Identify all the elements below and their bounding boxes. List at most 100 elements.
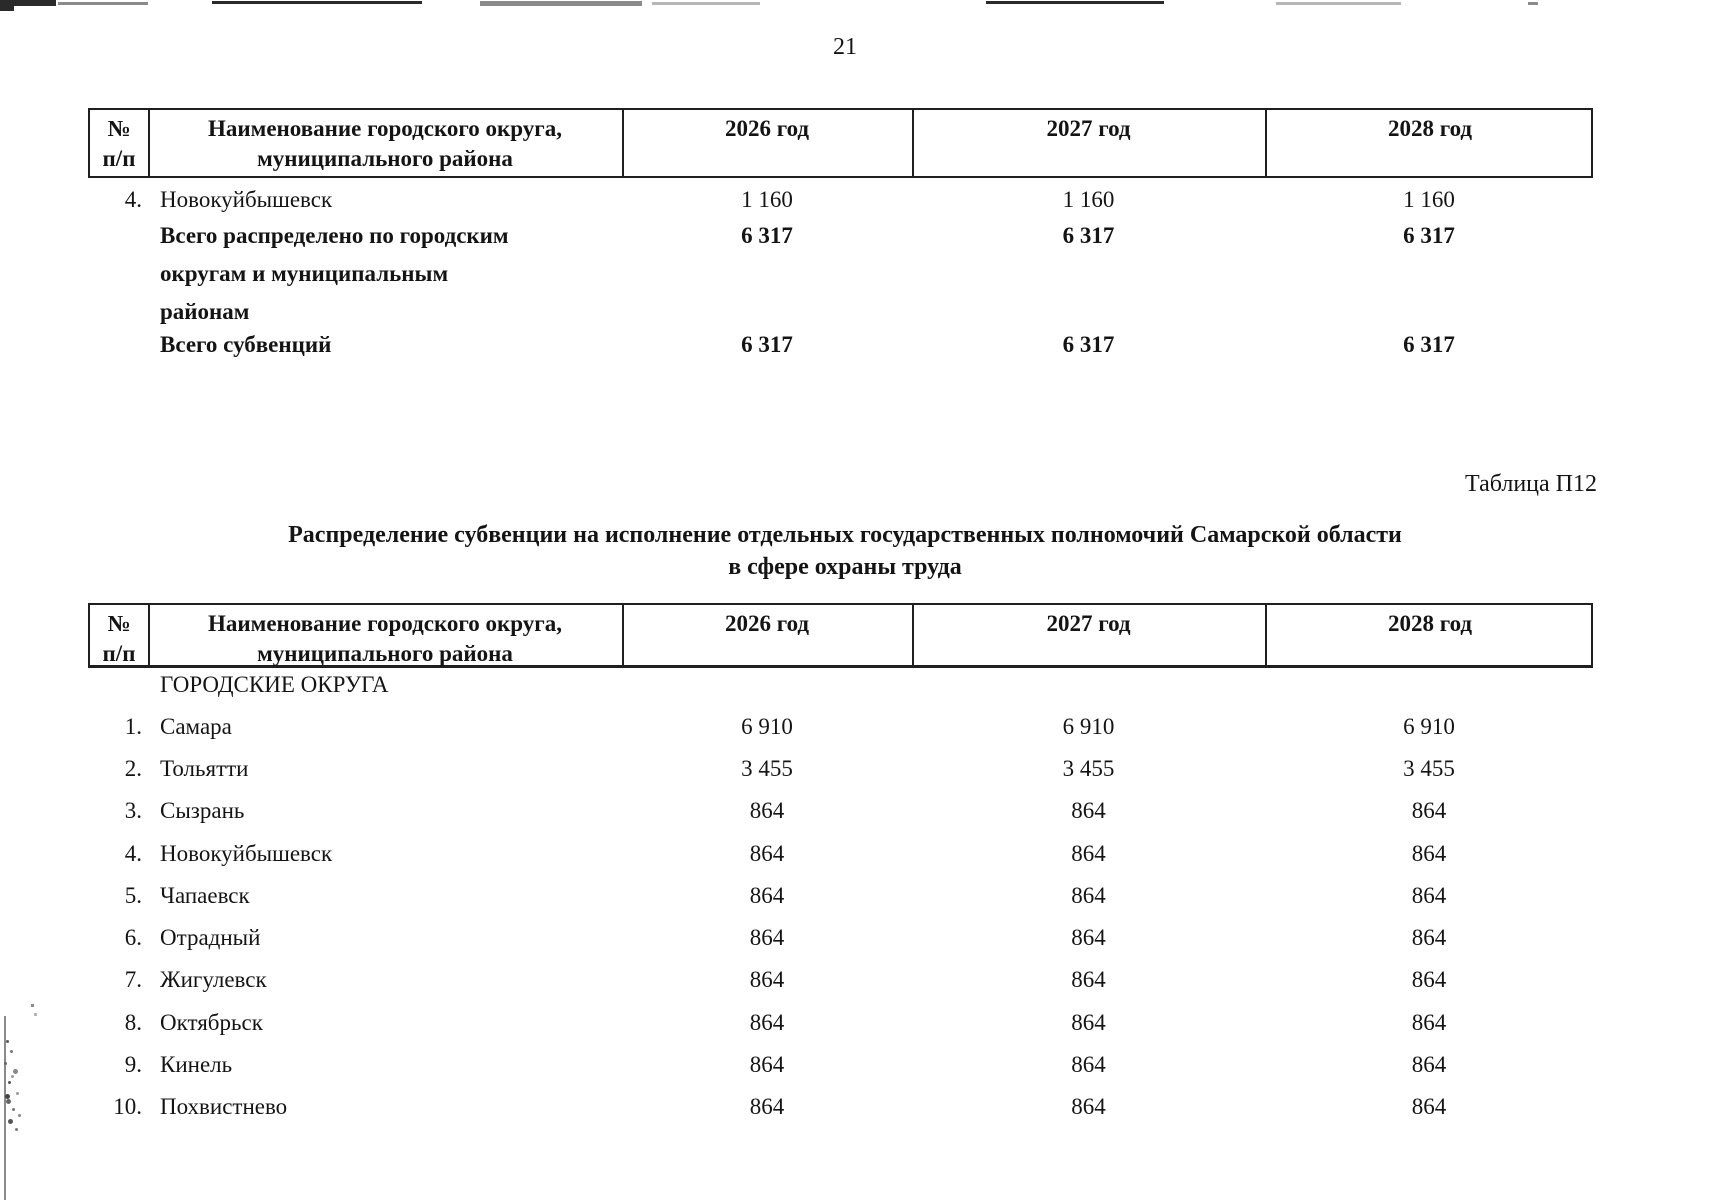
row-value-2026: 3 455 <box>741 756 793 781</box>
row-value-2026: 6 317 <box>741 223 793 248</box>
row-value-2026: 864 <box>749 1094 785 1119</box>
row-name: Самара <box>160 714 232 739</box>
header-cell-year-2026: 2026 год <box>724 116 810 141</box>
row-num: 9. <box>124 1052 142 1077</box>
row-value-2026: 864 <box>749 841 785 866</box>
section-gorodskie-okruga: ГОРОДСКИЕ ОКРУГА <box>160 672 389 697</box>
header-num-line2: п/п <box>102 146 136 171</box>
header-cell-year-2026: 2026 год <box>724 611 810 636</box>
row-num: 1. <box>124 714 142 739</box>
row-value-2028: 864 <box>1411 1010 1447 1035</box>
document-title-line2: в сфере охраны труда <box>728 554 962 580</box>
scan-artifact <box>58 2 148 5</box>
row-value-2028: 1 160 <box>1403 187 1455 212</box>
column-divider <box>1265 110 1267 176</box>
table-row: 9. Кинель 864 864 864 <box>88 1051 1593 1081</box>
row-num: 10. <box>113 1094 142 1119</box>
row-value-2028: 864 <box>1411 1052 1447 1077</box>
table-row-total-distributed-wrap: районам <box>88 298 1593 328</box>
row-num: 5. <box>124 883 142 908</box>
scan-artifact <box>986 1 1164 4</box>
page-number: 21 <box>833 34 857 60</box>
table-row: 4. Новокуйбышевск 864 864 864 <box>88 840 1593 870</box>
row-name-line2: округам и муниципальным <box>160 261 449 286</box>
table-row: 6. Отрадный 864 864 864 <box>88 924 1593 954</box>
row-name: Чапаевск <box>160 883 250 908</box>
row-name: Тольятти <box>160 756 249 781</box>
header-name-line2: муниципального района <box>257 146 513 171</box>
table-row: 7. Жигулевск 864 864 864 <box>88 966 1593 996</box>
scan-artifact <box>14 0 56 6</box>
scan-artifact <box>652 2 760 5</box>
scan-artifact <box>1276 2 1401 5</box>
row-value-2027: 6 317 <box>1062 332 1115 357</box>
row-num: 7. <box>124 967 142 992</box>
scan-artifact <box>0 0 14 11</box>
header-name-line1: Наименование городского округа, <box>208 116 562 141</box>
row-value-2028: 864 <box>1411 1094 1447 1119</box>
row-value-2028: 6 317 <box>1403 332 1455 357</box>
scan-artifact <box>34 1013 37 1016</box>
column-divider <box>622 110 624 176</box>
row-name: Новокуйбышевск <box>160 841 333 866</box>
header-cell-year-2028: 2028 год <box>1387 611 1473 636</box>
row-num: 3. <box>124 798 142 823</box>
column-divider <box>912 605 914 665</box>
row-name: Сызрань <box>160 798 245 823</box>
scan-artifact <box>6 1040 9 1043</box>
scan-artifact <box>1528 2 1538 5</box>
row-value-2027: 864 <box>1071 1052 1106 1077</box>
table-row: 4. Новокуйбышевск 1 160 1 160 1 160 <box>88 186 1593 216</box>
table-row-total-subventions: Всего субвенций 6 317 6 317 6 317 <box>88 331 1593 361</box>
row-num: 4. <box>124 841 142 866</box>
header-cell-num: № п/п <box>90 609 148 669</box>
row-value-2026: 864 <box>749 883 785 908</box>
table-row: 3. Сызрань 864 864 864 <box>88 797 1593 827</box>
row-value-2027: 6 910 <box>1062 714 1115 739</box>
row-name: Кинель <box>160 1052 233 1077</box>
row-value-2027: 864 <box>1071 841 1106 866</box>
row-value-2027: 864 <box>1071 798 1106 823</box>
column-divider <box>912 110 914 176</box>
row-name: Похвистнево <box>160 1094 288 1119</box>
row-value-2026: 6 910 <box>741 714 793 739</box>
header-cell-year-2028: 2028 год <box>1387 116 1473 141</box>
row-name: Новокуйбышевск <box>160 187 333 212</box>
column-divider <box>148 110 150 176</box>
row-name: Отрадный <box>160 925 261 950</box>
header-num-line1: № <box>107 611 131 636</box>
row-value-2028: 864 <box>1411 967 1447 992</box>
row-value-2028: 864 <box>1411 841 1447 866</box>
header-name-line1: Наименование городского округа, <box>208 611 562 636</box>
row-num: 8. <box>124 1010 142 1035</box>
row-value-2027: 864 <box>1071 1094 1106 1119</box>
row-value-2027: 1 160 <box>1062 187 1115 212</box>
column-divider <box>1265 605 1267 665</box>
row-value-2028: 3 455 <box>1403 756 1455 781</box>
scan-artifact <box>31 1004 34 1007</box>
header-name-line2: муниципального района <box>257 641 513 666</box>
row-value-2026: 864 <box>749 1052 785 1077</box>
row-value-2026: 864 <box>749 925 785 950</box>
row-value-2027: 6 317 <box>1062 223 1115 248</box>
row-value-2028: 6 317 <box>1403 223 1455 248</box>
row-num: 4. <box>124 187 142 212</box>
row-value-2026: 864 <box>749 967 785 992</box>
row-name: Жигулевск <box>160 967 267 992</box>
header-num-line2: п/п <box>102 641 136 666</box>
table-row: 1. Самара 6 910 6 910 6 910 <box>88 713 1593 743</box>
table2-header: № п/п Наименование городского округа, му… <box>88 603 1593 668</box>
header-cell-year-2027: 2027 год <box>1046 611 1131 636</box>
table1-header: № п/п Наименование городского округа, му… <box>88 108 1593 178</box>
header-cell-year-2027: 2027 год <box>1046 116 1131 141</box>
row-value-2027: 864 <box>1071 967 1106 992</box>
column-divider <box>622 605 624 665</box>
row-value-2028: 6 910 <box>1403 714 1455 739</box>
row-value-2027: 864 <box>1071 1010 1106 1035</box>
row-value-2027: 3 455 <box>1062 756 1115 781</box>
table-caption: Таблица П12 <box>1465 471 1597 497</box>
header-cell-num: № п/п <box>90 114 148 174</box>
scan-artifact <box>480 1 642 6</box>
row-value-2027: 864 <box>1071 925 1106 950</box>
table-row: 5. Чапаевск 864 864 864 <box>88 882 1593 912</box>
